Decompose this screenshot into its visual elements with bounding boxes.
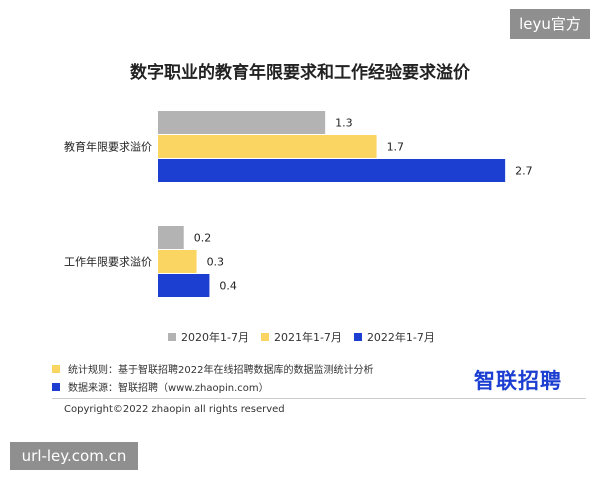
bar-2020-0 <box>158 111 326 134</box>
chart-title: 数字职业的教育年限要求和工作经验要求溢价 <box>130 63 470 83</box>
bar-2022-1 <box>158 274 210 297</box>
bar-2021-0 <box>158 135 377 158</box>
zhaopin-logo: 智联招聘 <box>474 369 562 393</box>
value-label-2020-0: 1.3 <box>335 117 353 130</box>
legend-item-2021: 2021年1-7月 <box>260 329 342 345</box>
note-rule: 统计规则：基于智联招聘2022年在线招聘数据库的数据监测统计分析 <box>52 361 373 376</box>
footer-divider <box>52 398 586 399</box>
note-rule-text: 统计规则：基于智联招聘2022年在线招聘数据库的数据监测统计分析 <box>68 365 374 376</box>
legend-item-2020: 2020年1-7月 <box>168 329 249 345</box>
value-label-2022-0: 2.7 <box>515 165 533 178</box>
value-label-2022-1: 0.4 <box>219 280 237 293</box>
watermark-bottom: url-ley.com.cn <box>10 442 138 470</box>
value-label-2020-1: 0.2 <box>194 232 212 245</box>
value-label-2021-0: 1.7 <box>387 141 405 154</box>
note-rule-swatch <box>52 364 60 373</box>
bar-2021-1 <box>158 250 197 273</box>
legend-item-2022: 2022年1-7月 <box>353 329 435 345</box>
legend-swatch-2020 <box>168 333 176 341</box>
category-label-1: 工作年限要求溢价 <box>64 255 152 269</box>
bar-2022-0 <box>158 159 506 182</box>
legend-label-2020: 2020年1-7月 <box>181 331 249 344</box>
legend-swatch-2021 <box>260 333 269 341</box>
bar-chart: 教育年限要求溢价 1.3 1.7 2.7 工作年限要求溢价 0.2 0.3 0.4 <box>64 111 533 297</box>
category-label-0: 教育年限要求溢价 <box>64 140 152 154</box>
note-source: 数据来源：智联招聘（www.zhaopin.com） <box>52 379 269 394</box>
note-source-swatch <box>52 382 60 391</box>
legend-label-2021: 2021年1-7月 <box>273 331 342 344</box>
watermark-top: leyu官方 <box>510 9 590 39</box>
legend-label-2022: 2022年1-7月 <box>366 331 435 344</box>
note-source-text: 数据来源：智联招聘（www.zhaopin.com） <box>68 383 269 394</box>
copyright-text: Copyright©2022 zhaopin all rights reserv… <box>64 404 285 415</box>
value-label-2021-1: 0.3 <box>207 256 225 269</box>
bar-2020-1 <box>158 226 184 249</box>
legend-swatch-2022 <box>353 333 362 341</box>
chart-legend: 2020年1-7月 2021年1-7月 2022年1-7月 <box>168 329 435 345</box>
